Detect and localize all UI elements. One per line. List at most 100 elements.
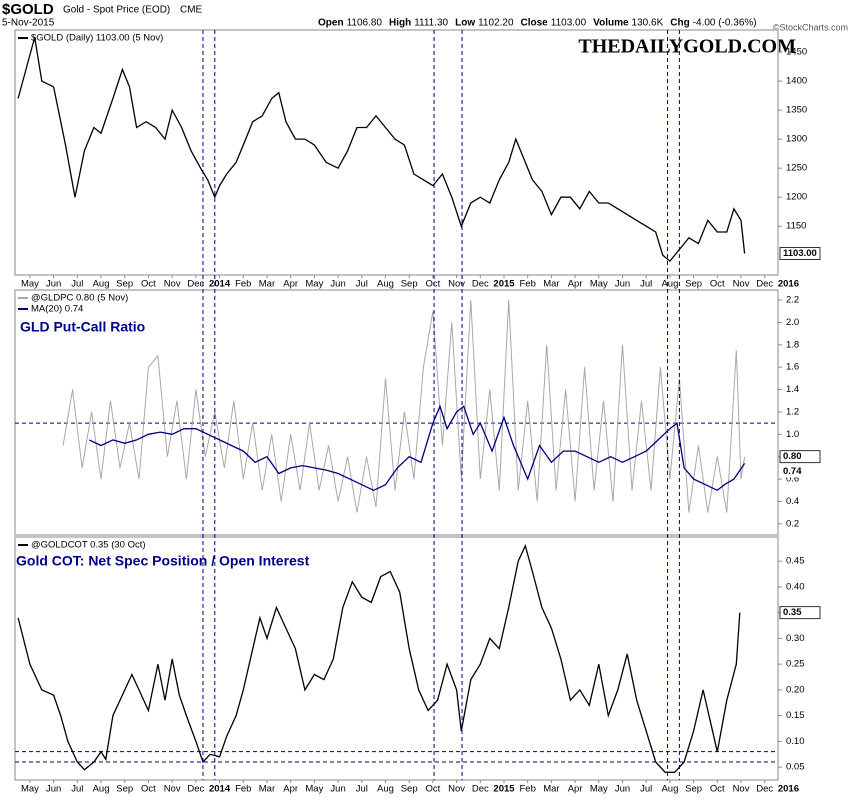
x-tick-label: Jun [330,279,345,290]
x-tick-label: Jul [71,784,83,795]
x-tick-label: May [590,784,608,795]
x-tick-label: 2016 [778,279,799,290]
quote-value: 1102.20 [478,18,514,29]
x-tick-label: Oct [710,784,725,795]
y-tick-label: 2.2 [786,295,799,306]
x-tick-label: May [21,784,39,795]
y-tick-label: 1300 [786,134,807,145]
x-tick-label: Sep [116,279,133,290]
series-line [88,404,746,492]
panel-title: GLD Put-Call Ratio [20,319,145,335]
quote-label: Open [318,18,344,29]
quote-value: 1111.30 [414,18,448,29]
x-tick-label: Aug [661,784,678,795]
y-tick-label: 0.05 [786,762,805,773]
x-tick-label: Feb [520,784,536,795]
x-tick-label: 2014 [209,784,231,795]
x-tick-label: Sep [685,279,702,290]
x-tick-label: Jul [356,279,368,290]
y-tick-label: 1250 [786,163,807,174]
x-tick-label: Nov [448,784,465,795]
x-tick-label: Dec [472,784,489,795]
exchange: CME [180,5,203,16]
y-tick-label: 0.4 [786,496,799,507]
y-tick-label: 0.10 [786,736,805,747]
x-tick-label: Jun [615,279,630,290]
x-tick-label: 2014 [209,279,231,290]
end-label-box [779,606,821,620]
end-label: 0.80 [783,451,802,462]
x-tick-label: Sep [401,279,418,290]
quote-label: High [389,18,411,29]
quote-label: Low [455,18,475,29]
quote-label: Close [521,18,549,29]
y-tick-label: 0.20 [786,684,805,695]
x-tick-label: Dec [187,784,204,795]
x-tick-label: Sep [116,784,133,795]
x-tick-label: Jul [640,279,652,290]
credit: ©StockCharts.com [773,22,848,32]
x-tick-label: Jun [46,784,61,795]
end-label-box [779,450,821,464]
x-tick-label: May [21,279,39,290]
quote-value: -4.00 (-0.36%) [693,18,757,29]
y-tick-label: 1.0 [786,429,799,440]
x-tick-label: Apr [568,279,583,290]
y-tick-label: 1450 [786,47,807,58]
legend-entry: MA(20) 0.74 [31,304,83,315]
y-tick-label: 0.40 [786,581,805,592]
y-tick-label: 1400 [786,76,807,87]
x-tick-label: Apr [283,279,298,290]
description: Gold - Spot Price (EOD) [63,5,170,16]
end-label: 0.35 [783,607,802,618]
x-tick-label: Nov [733,279,750,290]
quote-value: 130.6K [632,18,664,29]
x-tick-label: Mar [543,279,559,290]
end-label-box [780,465,820,478]
x-tick-label: Jul [640,784,652,795]
legend-entry: @GOLDCOT 0.35 (30 Oct) [31,540,146,551]
x-tick-label: Aug [93,784,110,795]
y-tick-label: 1.8 [786,339,799,350]
x-tick-label: Jun [615,784,630,795]
x-tick-label: Feb [235,279,251,290]
y-tick-label: 0.30 [786,633,805,644]
x-tick-label: Dec [756,279,773,290]
y-tick-label: 0.45 [786,556,805,567]
x-tick-label: Mar [259,279,275,290]
x-tick-label: Jul [356,784,368,795]
x-tick-label: May [305,279,323,290]
y-tick-label: 1350 [786,105,807,116]
y-tick-label: 1.6 [786,362,799,373]
x-tick-label: Jun [330,784,345,795]
y-tick-label: 1200 [786,192,807,203]
x-tick-label: 2015 [493,784,515,795]
series-line [17,543,741,773]
y-tick-label: 1.4 [786,384,799,395]
y-tick-label: 2.0 [786,317,799,328]
panel-frame [14,289,779,536]
x-tick-label: Aug [377,784,394,795]
quote-value: 1106.80 [347,18,383,29]
y-tick-label: 1150 [786,221,806,232]
x-tick-label: Dec [472,279,489,290]
x-tick-label: Nov [164,784,181,795]
x-tick-label: Mar [259,784,275,795]
series-line [62,300,746,513]
x-tick-label: 2016 [778,784,799,795]
x-tick-label: Dec [187,279,204,290]
x-tick-label: Dec [756,784,773,795]
x-tick-label: Oct [425,279,440,290]
x-tick-label: Feb [520,279,536,290]
x-tick-label: Oct [425,784,440,795]
x-tick-label: Nov [733,784,750,795]
x-tick-label: Jun [46,279,61,290]
x-tick-label: Nov [448,279,465,290]
y-tick-label: 0.2 [786,518,799,529]
x-tick-label: 2015 [493,279,515,290]
date: 5-Nov-2015 [2,18,55,29]
x-tick-label: Apr [283,784,298,795]
quote-label: Volume [593,18,629,29]
